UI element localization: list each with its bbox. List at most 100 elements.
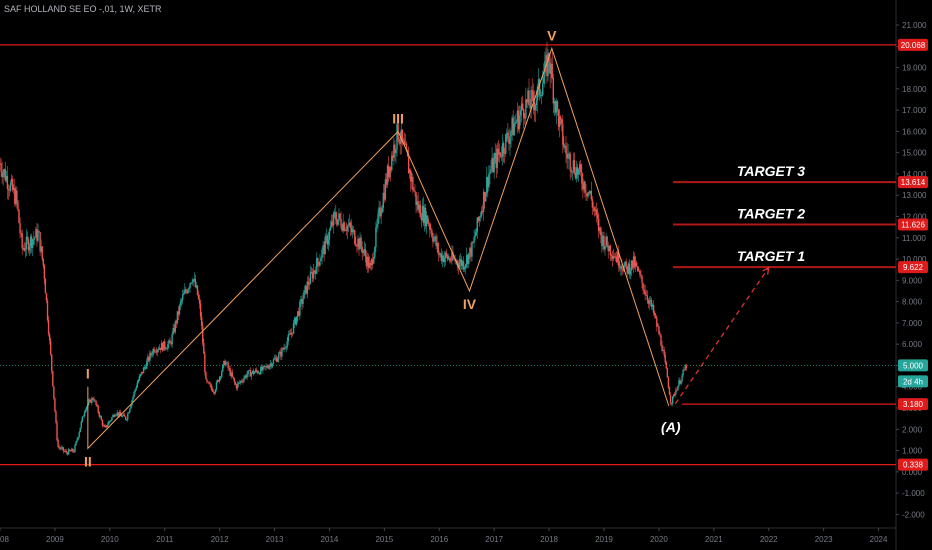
candle-body xyxy=(564,146,566,148)
candle-body xyxy=(374,247,376,257)
candle-body xyxy=(96,404,98,407)
target-label: TARGET 1 xyxy=(737,248,805,264)
candle-body xyxy=(421,206,424,221)
level-price-tag-bg xyxy=(898,218,928,231)
candle-body xyxy=(174,321,176,332)
candle-body xyxy=(463,267,466,270)
candle-body xyxy=(358,238,360,250)
candle-body xyxy=(615,256,618,263)
candle-body xyxy=(340,218,342,228)
candle-body xyxy=(140,371,143,375)
candle-body xyxy=(260,367,262,375)
candle-body xyxy=(198,298,201,304)
candle-body xyxy=(499,152,502,157)
candle-body xyxy=(236,383,239,389)
candle-body xyxy=(273,358,276,360)
candle-body xyxy=(377,214,379,225)
candle-body xyxy=(18,209,20,223)
candle-body xyxy=(471,242,473,257)
candle-body xyxy=(199,303,202,317)
candle-body xyxy=(410,170,412,182)
candle-body xyxy=(529,105,531,109)
candle-body xyxy=(567,154,569,159)
candle-body xyxy=(528,90,530,106)
candle-body xyxy=(136,382,138,388)
candle-body xyxy=(535,100,538,106)
candle-body xyxy=(468,253,470,264)
y-tick-label: 6.000 xyxy=(902,340,923,349)
candle-body xyxy=(584,181,586,193)
candle-body xyxy=(376,224,378,228)
candle-body xyxy=(185,289,187,292)
candle-body xyxy=(583,181,585,190)
candle-body xyxy=(653,312,656,316)
candle-body xyxy=(439,253,442,255)
candle-body xyxy=(2,172,4,178)
candle-body xyxy=(342,222,344,231)
candle-body xyxy=(268,365,270,369)
candle-body xyxy=(339,213,341,219)
candle-body xyxy=(111,417,113,421)
candle-body xyxy=(553,101,556,104)
candle-body xyxy=(558,116,561,128)
candle-body xyxy=(194,278,197,288)
candle-body xyxy=(622,269,624,272)
candle-body xyxy=(402,139,405,141)
candle-body xyxy=(154,351,156,353)
candle-body xyxy=(209,383,211,385)
candle-body xyxy=(177,311,180,315)
candle-body xyxy=(600,227,602,236)
candle-body xyxy=(443,258,446,263)
candle-body xyxy=(562,123,564,145)
candle-body xyxy=(682,369,684,375)
candle-body xyxy=(95,400,97,405)
candle-body xyxy=(332,212,335,226)
candle-body xyxy=(348,222,351,226)
candle-body xyxy=(262,366,264,371)
levels-layer xyxy=(0,44,896,466)
candle-body xyxy=(628,263,631,275)
candle-body xyxy=(379,207,381,217)
candle-body xyxy=(57,440,59,447)
candle-body xyxy=(555,101,558,113)
candle-body xyxy=(7,189,10,190)
projection-arrow-line xyxy=(674,267,770,405)
candle-body xyxy=(101,420,104,426)
candle-body xyxy=(133,391,135,397)
candle-body xyxy=(63,451,66,452)
candle-body xyxy=(247,370,249,375)
candle-body xyxy=(490,169,492,172)
candle-body xyxy=(176,311,179,324)
candle-body xyxy=(396,124,398,150)
candle-body xyxy=(621,266,623,270)
candle-body xyxy=(150,352,152,355)
candle-body xyxy=(385,179,388,185)
candle-body xyxy=(62,447,65,452)
candle-body xyxy=(638,270,640,272)
candle-body xyxy=(143,367,146,369)
candle-body xyxy=(66,452,69,455)
candle-body xyxy=(300,299,302,302)
candle-body xyxy=(126,419,128,421)
candle-body xyxy=(666,368,669,378)
candle-body xyxy=(533,101,535,111)
candle-body xyxy=(547,53,549,77)
candle-body xyxy=(467,255,469,264)
candle-body xyxy=(432,236,434,242)
candle-body xyxy=(445,252,448,256)
candle-body xyxy=(614,256,617,258)
candle-body xyxy=(188,287,190,290)
candle-body xyxy=(266,366,268,368)
candle-body xyxy=(551,63,553,78)
candle-body xyxy=(363,249,365,251)
candle-body xyxy=(158,347,161,350)
candle-body xyxy=(180,299,183,302)
candle-body xyxy=(301,299,303,304)
candle-body xyxy=(576,167,579,175)
candle-body xyxy=(608,245,610,252)
candle-body xyxy=(382,192,384,208)
candle-body xyxy=(435,236,437,246)
x-tick-label: 2023 xyxy=(815,535,833,544)
